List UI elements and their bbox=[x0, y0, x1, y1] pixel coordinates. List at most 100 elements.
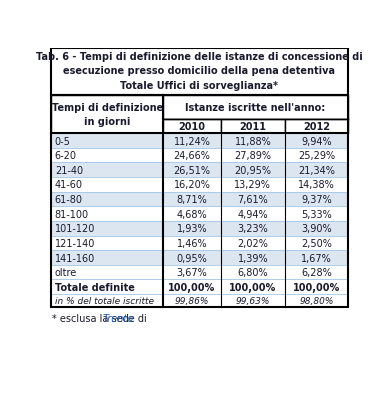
Text: 24,66%: 24,66% bbox=[173, 151, 210, 161]
Text: 3,67%: 3,67% bbox=[177, 268, 207, 277]
Bar bbox=[285, 222, 348, 236]
Bar bbox=[163, 236, 221, 251]
Bar bbox=[285, 280, 348, 294]
Bar bbox=[285, 134, 348, 149]
Text: 2011: 2011 bbox=[239, 122, 266, 132]
Bar bbox=[221, 163, 285, 178]
Bar bbox=[221, 134, 285, 149]
Bar bbox=[163, 134, 221, 149]
Bar bbox=[221, 294, 285, 307]
Text: 4,68%: 4,68% bbox=[177, 209, 207, 219]
Bar bbox=[285, 119, 348, 134]
Bar bbox=[163, 280, 221, 294]
Text: 0-5: 0-5 bbox=[55, 136, 71, 146]
Bar bbox=[51, 207, 163, 222]
Text: 3,90%: 3,90% bbox=[301, 224, 332, 234]
Bar bbox=[163, 207, 221, 222]
Text: 9,94%: 9,94% bbox=[301, 136, 332, 146]
Text: 9,37%: 9,37% bbox=[301, 194, 332, 205]
Text: 6,28%: 6,28% bbox=[301, 268, 332, 277]
Bar bbox=[51, 96, 163, 134]
Text: 100,00%: 100,00% bbox=[293, 282, 340, 292]
Text: 7,61%: 7,61% bbox=[237, 194, 268, 205]
Bar bbox=[221, 192, 285, 207]
Bar bbox=[163, 265, 221, 280]
Text: 21-40: 21-40 bbox=[55, 165, 83, 175]
Bar bbox=[51, 192, 163, 207]
Text: 99,63%: 99,63% bbox=[236, 296, 270, 305]
Bar bbox=[163, 96, 348, 119]
Bar bbox=[221, 222, 285, 236]
Bar bbox=[51, 178, 163, 192]
Bar bbox=[163, 251, 221, 265]
Text: 11,88%: 11,88% bbox=[235, 136, 271, 146]
Bar bbox=[51, 163, 163, 178]
Text: 3,23%: 3,23% bbox=[237, 224, 268, 234]
Text: 1,93%: 1,93% bbox=[177, 224, 207, 234]
Bar bbox=[51, 222, 163, 236]
Bar bbox=[51, 134, 163, 149]
Bar bbox=[163, 192, 221, 207]
Bar bbox=[163, 222, 221, 236]
Text: 141-160: 141-160 bbox=[55, 253, 95, 263]
Bar bbox=[285, 192, 348, 207]
Bar bbox=[51, 149, 163, 163]
Text: 16,20%: 16,20% bbox=[173, 180, 210, 190]
Bar bbox=[285, 265, 348, 280]
Bar bbox=[51, 280, 163, 294]
Bar bbox=[51, 236, 163, 251]
Bar bbox=[51, 294, 163, 307]
Text: 6,80%: 6,80% bbox=[238, 268, 268, 277]
Bar bbox=[221, 265, 285, 280]
Text: 2012: 2012 bbox=[303, 122, 330, 132]
Bar bbox=[163, 163, 221, 178]
Bar bbox=[221, 119, 285, 134]
Text: 1,39%: 1,39% bbox=[238, 253, 268, 263]
Bar bbox=[221, 280, 285, 294]
Bar bbox=[163, 294, 221, 307]
Bar bbox=[51, 49, 348, 96]
Text: Trento: Trento bbox=[103, 313, 134, 323]
Bar bbox=[285, 236, 348, 251]
Bar bbox=[285, 294, 348, 307]
Text: 98,80%: 98,80% bbox=[299, 296, 334, 305]
Bar bbox=[221, 236, 285, 251]
Text: 25,29%: 25,29% bbox=[298, 151, 335, 161]
Bar bbox=[163, 119, 221, 134]
Text: Istanze iscritte nell'anno:: Istanze iscritte nell'anno: bbox=[186, 103, 326, 113]
Bar bbox=[163, 149, 221, 163]
Text: 14,38%: 14,38% bbox=[298, 180, 335, 190]
Text: 11,24%: 11,24% bbox=[173, 136, 210, 146]
Text: 100,00%: 100,00% bbox=[229, 282, 277, 292]
Text: * esclusa la sede di: * esclusa la sede di bbox=[53, 313, 151, 323]
Text: 2,50%: 2,50% bbox=[301, 238, 332, 248]
Text: 5,33%: 5,33% bbox=[301, 209, 332, 219]
Text: 6-20: 6-20 bbox=[55, 151, 77, 161]
Text: oltre: oltre bbox=[55, 268, 77, 277]
Bar bbox=[285, 251, 348, 265]
Bar bbox=[163, 178, 221, 192]
Text: 2,02%: 2,02% bbox=[237, 238, 268, 248]
Text: 27,89%: 27,89% bbox=[234, 151, 272, 161]
Text: 26,51%: 26,51% bbox=[173, 165, 210, 175]
Text: 4,94%: 4,94% bbox=[238, 209, 268, 219]
Text: Tempi di definizione
in giorni: Tempi di definizione in giorni bbox=[51, 103, 163, 127]
Text: 121-140: 121-140 bbox=[55, 238, 95, 248]
Text: in % del totale iscritte: in % del totale iscritte bbox=[55, 296, 154, 305]
Bar bbox=[285, 207, 348, 222]
Text: 20,95%: 20,95% bbox=[234, 165, 272, 175]
Text: 81-100: 81-100 bbox=[55, 209, 89, 219]
Bar bbox=[221, 149, 285, 163]
Text: 100,00%: 100,00% bbox=[168, 282, 216, 292]
Text: 8,71%: 8,71% bbox=[177, 194, 207, 205]
Text: 1,67%: 1,67% bbox=[301, 253, 332, 263]
Text: 61-80: 61-80 bbox=[55, 194, 83, 205]
Bar bbox=[285, 163, 348, 178]
Bar bbox=[285, 178, 348, 192]
Bar bbox=[285, 149, 348, 163]
Text: 13,29%: 13,29% bbox=[235, 180, 271, 190]
Text: 2010: 2010 bbox=[179, 122, 205, 132]
Text: 101-120: 101-120 bbox=[55, 224, 95, 234]
Text: 41-60: 41-60 bbox=[55, 180, 83, 190]
Text: 0,95%: 0,95% bbox=[177, 253, 207, 263]
